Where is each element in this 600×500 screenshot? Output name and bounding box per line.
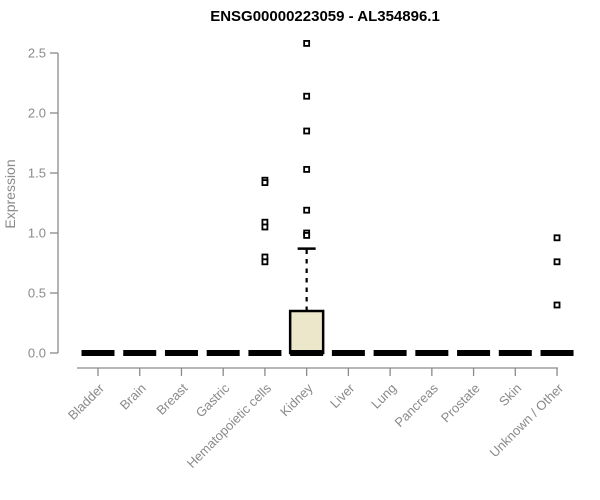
x-tick-label: Liver (327, 380, 358, 411)
x-tick-label: Unknown / Other (487, 380, 567, 460)
outlier-point (303, 231, 311, 239)
outlier-point (303, 92, 311, 100)
median-line (206, 350, 240, 356)
median-line (81, 350, 115, 356)
median-line (123, 350, 157, 356)
median-line (164, 350, 198, 356)
x-tick-label: Brain (117, 381, 149, 413)
x-tick-label: Bladder (65, 380, 108, 423)
x-tick-label: Prostate (438, 381, 483, 426)
median-line (457, 350, 491, 356)
median-line (415, 350, 449, 356)
median-line (331, 350, 365, 356)
median-line (498, 350, 532, 356)
median-line (248, 350, 282, 356)
y-tick-label: 1.0 (28, 226, 46, 241)
outlier-point (553, 301, 561, 309)
y-tick-label: 0.5 (28, 286, 46, 301)
outlier-point (303, 40, 311, 47)
x-tick-label: Kidney (277, 380, 316, 419)
median-line (540, 350, 574, 356)
y-tick-label: 2.0 (28, 106, 46, 121)
outlier-point (303, 206, 311, 214)
outlier-point (303, 127, 311, 135)
outlier-point (261, 179, 269, 187)
x-tick-label: Gastric (193, 380, 233, 420)
median-line (373, 350, 407, 356)
y-tick-label: 1.5 (28, 166, 46, 181)
x-tick-label: Lung (368, 381, 399, 412)
x-tick-label: Breast (153, 380, 190, 417)
outlier-point (303, 165, 311, 173)
outlier-point (553, 234, 561, 242)
x-tick-label: Skin (496, 381, 524, 409)
outlier-point (553, 258, 561, 266)
outlier-point (261, 223, 269, 231)
median-line (290, 350, 324, 356)
outlier-point (261, 258, 269, 266)
x-tick-label: Pancreas (392, 380, 442, 430)
box (288, 309, 325, 355)
y-tick-label: 0.0 (28, 346, 46, 361)
chart-title: ENSG00000223059 - AL354896.1 (210, 8, 440, 25)
y-tick-label: 2.5 (28, 46, 46, 61)
